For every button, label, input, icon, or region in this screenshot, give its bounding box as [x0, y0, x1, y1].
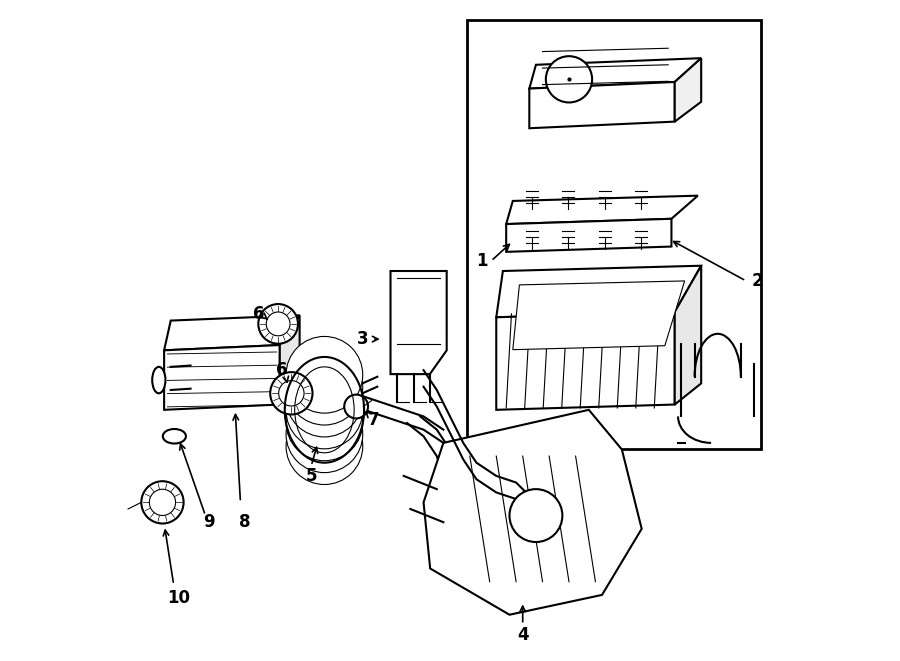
Circle shape: [286, 408, 363, 485]
Ellipse shape: [163, 429, 186, 444]
Text: 2: 2: [752, 272, 763, 290]
Ellipse shape: [152, 367, 166, 393]
Circle shape: [344, 395, 368, 418]
Circle shape: [258, 304, 298, 344]
Circle shape: [266, 312, 290, 336]
Circle shape: [270, 372, 312, 414]
Circle shape: [286, 396, 363, 473]
Circle shape: [545, 56, 592, 102]
Text: 1: 1: [476, 252, 488, 270]
Circle shape: [286, 336, 363, 413]
Polygon shape: [529, 58, 701, 89]
Polygon shape: [529, 82, 675, 128]
Text: 9: 9: [202, 513, 214, 531]
Text: 10: 10: [167, 589, 191, 607]
Polygon shape: [506, 196, 698, 224]
Bar: [466, 20, 760, 449]
Text: 8: 8: [239, 513, 251, 531]
Text: 5: 5: [305, 467, 317, 485]
Circle shape: [286, 372, 363, 449]
Polygon shape: [164, 345, 280, 410]
Polygon shape: [424, 410, 642, 615]
Polygon shape: [391, 271, 446, 374]
Polygon shape: [506, 219, 671, 252]
Polygon shape: [280, 315, 300, 405]
Circle shape: [279, 381, 304, 406]
Circle shape: [149, 489, 176, 516]
Text: 7: 7: [368, 410, 380, 429]
Circle shape: [509, 489, 562, 542]
Polygon shape: [496, 312, 675, 410]
Text: 3: 3: [357, 330, 369, 348]
Circle shape: [141, 481, 184, 524]
Circle shape: [286, 384, 363, 461]
Polygon shape: [164, 315, 300, 350]
Text: 6: 6: [253, 305, 264, 323]
Polygon shape: [513, 281, 685, 350]
Polygon shape: [675, 266, 701, 405]
Polygon shape: [675, 58, 701, 122]
Text: 6: 6: [275, 361, 287, 379]
Circle shape: [286, 360, 363, 437]
Circle shape: [286, 348, 363, 425]
Polygon shape: [496, 266, 701, 317]
Text: 4: 4: [517, 625, 528, 644]
